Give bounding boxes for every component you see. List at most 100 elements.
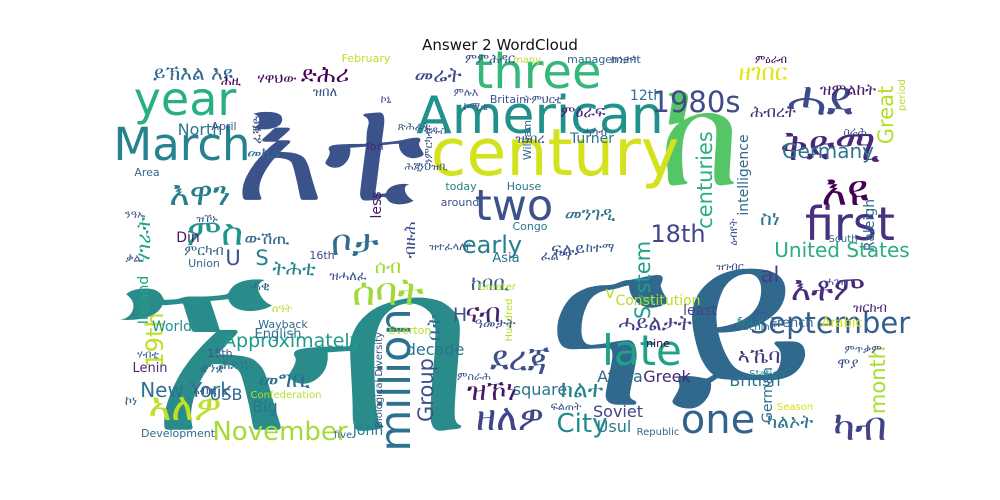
word: ጽሕፈት (398, 120, 431, 133)
word: ኧብ (117, 213, 473, 486)
word: Raleigh (862, 199, 878, 251)
word: March (113, 118, 250, 171)
word: South (828, 234, 857, 245)
word: decade (406, 340, 465, 359)
word: first (805, 197, 895, 251)
word: ዘለዎ (476, 396, 544, 439)
word: intelligence (736, 134, 752, 215)
word: ምስ (187, 211, 243, 254)
word: Turner (569, 131, 614, 147)
word: Africa (597, 367, 643, 386)
word: ምሉእ (454, 86, 479, 99)
word: ፍሉይ (551, 240, 585, 260)
word: ሰብ (375, 256, 401, 278)
word: four (737, 316, 764, 331)
word: month (866, 346, 890, 414)
word: መኪና (247, 143, 281, 162)
word: Asia (492, 251, 519, 266)
word: ውሽጢ (245, 229, 291, 249)
word: ዓመታት (475, 316, 516, 332)
word: ድሕሪ (301, 62, 349, 88)
word: ክልተ (561, 377, 604, 403)
word: English (255, 327, 302, 342)
word: Confederation (250, 390, 321, 401)
word: Ireland (136, 276, 152, 324)
word: year (134, 72, 237, 126)
word: Union (188, 257, 220, 270)
word: ኣኼባ (738, 344, 781, 368)
word: ሃዋህው (257, 71, 297, 87)
word: v (605, 283, 614, 302)
word: many (513, 55, 541, 66)
word: ምጥቃም (845, 343, 882, 356)
word: five (334, 430, 352, 441)
word: ይኽእል እዩ (153, 61, 233, 85)
word: Station (749, 369, 785, 380)
word: ዝኾነ (467, 376, 517, 407)
word: መግቢ (258, 367, 310, 393)
word: Season (777, 402, 813, 413)
word: ከተማ (586, 241, 614, 256)
word: ሕዚ (221, 74, 242, 89)
word: ዝምልከት (820, 80, 876, 99)
word: Greater (478, 282, 517, 293)
word: ፈልማ (541, 249, 572, 264)
word: American (416, 86, 663, 146)
word: ሓቂ (250, 279, 270, 294)
word: ሓደ (787, 71, 852, 127)
word: ሕድሽ (220, 358, 249, 373)
word: ሓይልታት (618, 311, 691, 335)
word: ሓገዝ (825, 275, 847, 288)
word: New York (140, 378, 232, 402)
word: Development (141, 427, 216, 440)
word: Constitution (615, 293, 700, 309)
word: century (431, 116, 680, 191)
word: Din (176, 230, 200, 246)
word: nine (646, 337, 670, 350)
word: German (760, 367, 776, 423)
word: one (681, 397, 755, 443)
word: Great (874, 86, 898, 144)
word: around (441, 196, 480, 209)
word: ምምሕዳር (465, 52, 516, 67)
word: ሞያ (837, 356, 858, 372)
word: United States (774, 238, 909, 262)
word: centuries (693, 131, 717, 229)
word: North (178, 120, 223, 139)
word: City (557, 409, 608, 439)
word: ቅድሚ (780, 121, 880, 170)
word: Everton (389, 324, 432, 337)
word: ብዙሕ (400, 221, 419, 258)
word: ዝበለ (313, 85, 338, 100)
word: Britain (490, 93, 526, 106)
word: H (453, 304, 467, 326)
word: House (507, 180, 542, 193)
word: William (521, 120, 534, 160)
word: System (631, 241, 655, 319)
chart-title: Answer 2 WordCloud (422, 36, 578, 54)
word: square (513, 380, 568, 399)
word: April (211, 120, 236, 133)
word: least (683, 303, 717, 319)
word: British (729, 371, 780, 390)
word: መንገዲ (565, 203, 616, 225)
word: ቃል (125, 252, 140, 265)
word: February (342, 52, 391, 65)
word: ቋንቋ (200, 361, 225, 376)
word: ዕብየት (727, 218, 740, 246)
word: S (255, 246, 268, 270)
word: USB (210, 385, 243, 404)
word: ሕጂ (405, 160, 422, 173)
word: two (475, 181, 553, 231)
word: 1980s (652, 85, 741, 119)
word: እቲ (235, 62, 425, 236)
word: Soviet (593, 402, 643, 421)
word: Arabic (821, 316, 862, 331)
word: ከ (659, 47, 742, 221)
word: Group (414, 358, 438, 422)
word: ሰዓት (272, 302, 293, 315)
word: period (897, 79, 908, 111)
word: ዘገበር (739, 60, 788, 86)
